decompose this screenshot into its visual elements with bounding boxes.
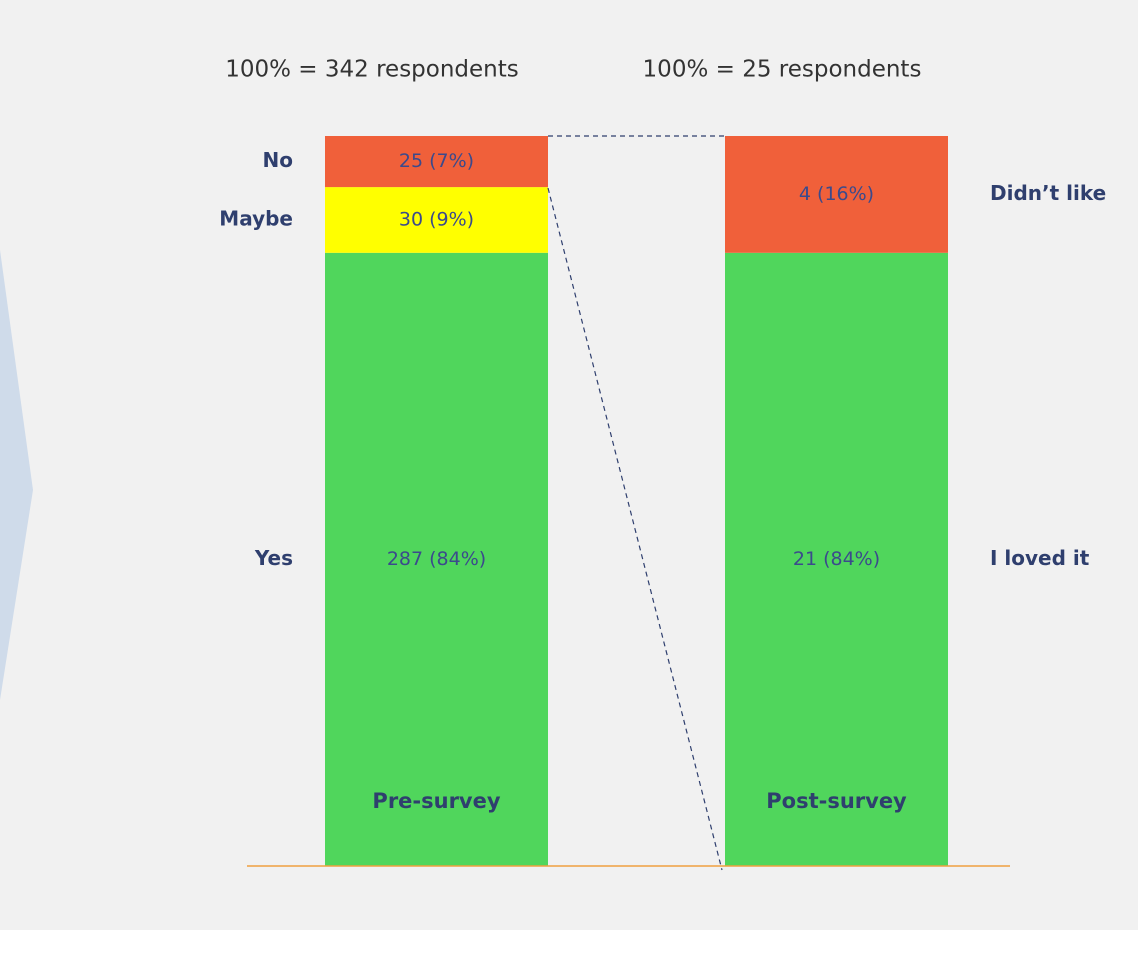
connector bbox=[547, 187, 723, 871]
bar-segment bbox=[325, 187, 548, 253]
bar-segment bbox=[725, 252, 948, 867]
total-label: 100% = 25 respondents bbox=[643, 57, 922, 83]
value-label: 30 (9%) bbox=[399, 208, 474, 230]
x-tick-label: Post-survey bbox=[766, 789, 907, 813]
bar-segment bbox=[325, 252, 548, 867]
bar-segment bbox=[325, 136, 548, 188]
chevron bbox=[0, 250, 33, 700]
segment-label: No bbox=[263, 148, 293, 172]
segment-label: Didn’t like bbox=[990, 181, 1106, 205]
bars bbox=[325, 136, 948, 867]
bar-segment bbox=[725, 136, 948, 253]
x-tick-label: Pre-survey bbox=[372, 789, 500, 813]
value-label: 25 (7%) bbox=[399, 150, 474, 172]
value-label: 4 (16%) bbox=[799, 183, 874, 205]
value-label: 287 (84%) bbox=[387, 548, 486, 570]
total-label: 100% = 342 respondents bbox=[225, 57, 519, 83]
value-label: 21 (84%) bbox=[793, 548, 880, 570]
segment-label: I loved it bbox=[990, 546, 1090, 570]
segment-label: Yes bbox=[254, 546, 293, 570]
segment-label: Maybe bbox=[219, 206, 293, 230]
background bbox=[0, 0, 1138, 930]
